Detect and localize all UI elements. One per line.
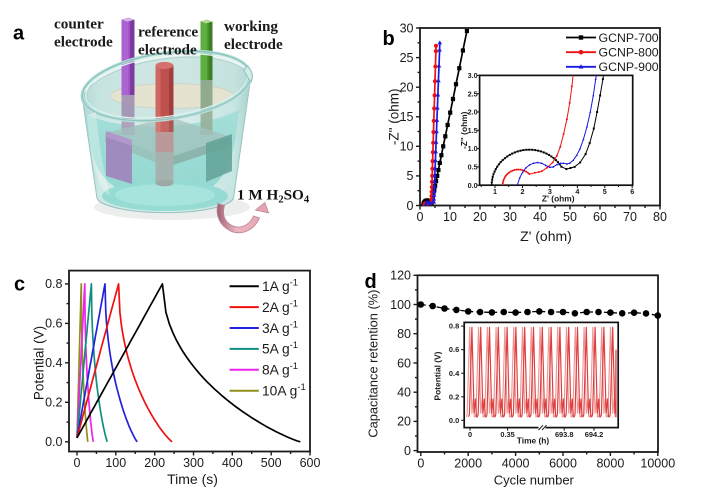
- svg-text:0.0: 0.0: [45, 435, 62, 449]
- svg-text:25: 25: [400, 51, 414, 65]
- svg-text:0.0: 0.0: [468, 181, 478, 190]
- svg-text:electrode: electrode: [138, 42, 197, 59]
- svg-text:1: 1: [493, 187, 497, 196]
- svg-text:120: 120: [390, 269, 411, 283]
- svg-text:80: 80: [397, 327, 411, 341]
- svg-text:400: 400: [222, 456, 243, 470]
- svg-text:10A g-1: 10A g-1: [262, 382, 306, 399]
- svg-text:20: 20: [400, 81, 414, 95]
- svg-text:Time (s): Time (s): [167, 471, 218, 487]
- svg-text:0.2: 0.2: [45, 396, 62, 410]
- svg-text:1A g-1: 1A g-1: [262, 278, 298, 295]
- svg-text:0.8: 0.8: [45, 277, 62, 291]
- svg-text:1 M H2SO4: 1 M H2SO4: [237, 187, 310, 206]
- svg-text:Cycle number: Cycle number: [494, 473, 575, 488]
- svg-text:3.0: 3.0: [468, 71, 478, 80]
- svg-text:d: d: [365, 271, 377, 293]
- svg-text:0: 0: [404, 444, 411, 458]
- svg-text:2.0: 2.0: [468, 108, 478, 117]
- svg-text:15: 15: [400, 110, 414, 124]
- svg-text:working: working: [224, 18, 278, 35]
- svg-text:10: 10: [443, 210, 457, 224]
- svg-text:300: 300: [183, 456, 204, 470]
- svg-text:electrode: electrode: [54, 34, 113, 51]
- svg-text:70: 70: [623, 210, 637, 224]
- svg-text:20: 20: [473, 210, 487, 224]
- svg-text:2: 2: [521, 187, 525, 196]
- svg-text:Potential (V): Potential (V): [32, 326, 47, 400]
- svg-text:a: a: [13, 23, 25, 45]
- svg-text:c: c: [14, 274, 25, 296]
- svg-text:500: 500: [261, 456, 282, 470]
- svg-text:50: 50: [563, 210, 577, 224]
- svg-text:8000: 8000: [596, 457, 624, 471]
- svg-text:5: 5: [603, 187, 607, 196]
- svg-text:693.8: 693.8: [555, 430, 574, 439]
- svg-text:10: 10: [400, 140, 414, 154]
- svg-text:b: b: [383, 28, 395, 50]
- svg-text:60: 60: [397, 356, 411, 370]
- svg-text:-Z" (ohm): -Z" (ohm): [459, 111, 469, 149]
- svg-text:Z' (ohm): Z' (ohm): [542, 193, 575, 203]
- svg-text:20: 20: [397, 415, 411, 429]
- svg-text:GCNP-700: GCNP-700: [599, 31, 659, 45]
- svg-text:6: 6: [630, 187, 634, 196]
- svg-text:Time (h): Time (h): [517, 436, 550, 446]
- svg-text:counter: counter: [54, 16, 104, 33]
- svg-text:0.4: 0.4: [449, 369, 460, 378]
- svg-text:0.5: 0.5: [468, 163, 478, 172]
- svg-text:2000: 2000: [454, 457, 482, 471]
- svg-text:5A g-1: 5A g-1: [262, 340, 298, 357]
- svg-text:-Z" (ohm): -Z" (ohm): [387, 89, 402, 146]
- svg-text:GCNP-900: GCNP-900: [599, 60, 659, 74]
- svg-text:reference: reference: [138, 24, 198, 41]
- svg-text:30: 30: [400, 21, 414, 35]
- svg-text:0: 0: [74, 456, 81, 470]
- svg-text:GCNP-800: GCNP-800: [599, 46, 659, 60]
- svg-text:0: 0: [407, 199, 414, 213]
- svg-text:10000: 10000: [640, 457, 675, 471]
- svg-text:0.8: 0.8: [449, 322, 459, 331]
- svg-text:3A g-1: 3A g-1: [262, 319, 298, 336]
- svg-text:4000: 4000: [502, 457, 530, 471]
- svg-text:0: 0: [417, 457, 424, 471]
- svg-text:6000: 6000: [549, 457, 577, 471]
- svg-text:30: 30: [503, 210, 517, 224]
- svg-text:1.5: 1.5: [468, 126, 478, 135]
- svg-text:0.35: 0.35: [500, 430, 514, 439]
- svg-text:8A g-1: 8A g-1: [262, 361, 298, 378]
- svg-text:600: 600: [300, 456, 321, 470]
- svg-text:2.5: 2.5: [468, 89, 478, 98]
- svg-text:Potential (V): Potential (V): [433, 351, 443, 400]
- svg-text:40: 40: [533, 210, 547, 224]
- svg-text:0: 0: [468, 430, 472, 439]
- svg-text:0.2: 0.2: [449, 392, 459, 401]
- svg-text:694.2: 694.2: [585, 430, 604, 439]
- svg-text:0.4: 0.4: [45, 356, 62, 370]
- svg-text:2A g-1: 2A g-1: [262, 298, 298, 315]
- svg-text:0.0: 0.0: [449, 416, 459, 425]
- svg-text:60: 60: [593, 210, 607, 224]
- svg-text:1.0: 1.0: [468, 144, 478, 153]
- svg-text:80: 80: [653, 210, 667, 224]
- svg-text:100: 100: [390, 298, 411, 312]
- svg-text:100: 100: [105, 456, 126, 470]
- svg-text:Z' (ohm): Z' (ohm): [520, 228, 572, 244]
- svg-text:electrode: electrode: [224, 36, 283, 53]
- svg-text:4: 4: [575, 187, 579, 196]
- svg-text:40: 40: [397, 386, 411, 400]
- svg-text:0: 0: [417, 210, 424, 224]
- svg-text:3: 3: [548, 187, 552, 196]
- svg-text:Capacitance retention (%): Capacitance retention (%): [366, 290, 381, 438]
- svg-text:0.6: 0.6: [45, 317, 62, 331]
- svg-text:0.6: 0.6: [449, 345, 459, 354]
- svg-text:5: 5: [407, 169, 414, 183]
- svg-text:200: 200: [144, 456, 165, 470]
